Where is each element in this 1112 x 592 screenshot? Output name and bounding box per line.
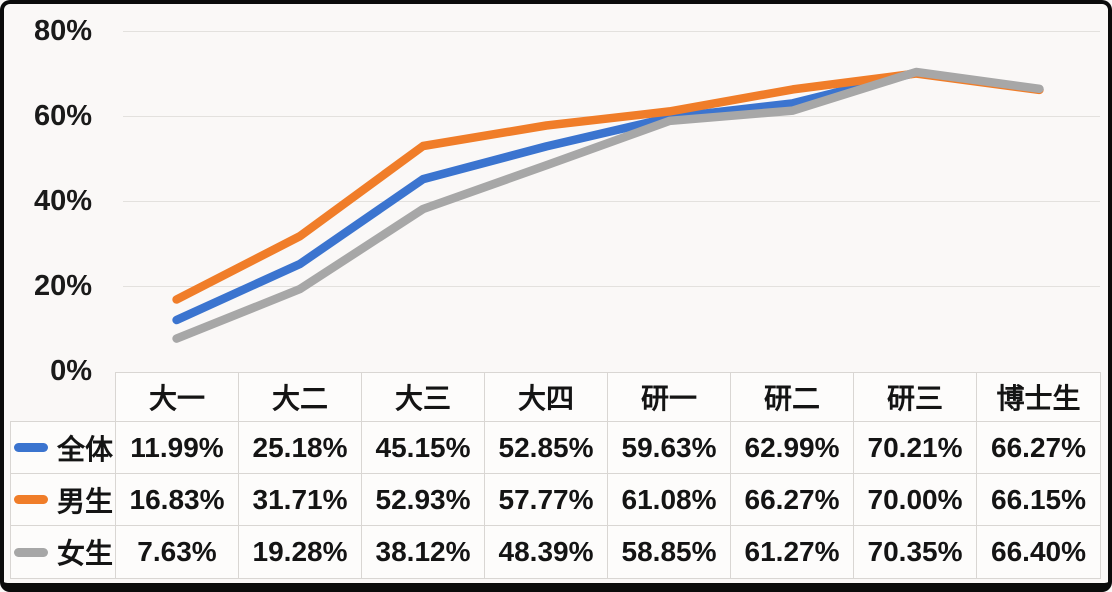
- table-cell: 70.00%: [853, 473, 977, 526]
- column-header: 大三: [361, 372, 485, 422]
- table-cell: 48.39%: [484, 525, 608, 579]
- legend-swatch-gray-icon: [14, 547, 48, 557]
- y-axis-tick-label: 80%: [33, 15, 92, 47]
- table-cell: 45.15%: [361, 421, 485, 474]
- table-cell: 66.27%: [976, 421, 1101, 474]
- series-line-女生: [172, 67, 1044, 343]
- y-axis-tick-label: 0%: [50, 355, 92, 387]
- table-row: 女生 7.63% 19.28% 38.12% 48.39% 58.85% 61.…: [10, 525, 1101, 579]
- table-cell: 66.27%: [730, 473, 854, 526]
- y-axis-tick-label: 20%: [33, 270, 92, 302]
- column-header: 大二: [238, 372, 362, 422]
- table-cell: 70.35%: [853, 525, 977, 579]
- table-row: 男生 16.83% 31.71% 52.93% 57.77% 61.08% 66…: [10, 473, 1101, 526]
- table-header-row: 大一 大二 大三 大四 研一 研二 研三 博士生: [11, 372, 1101, 422]
- series-label-cell: 女生: [10, 525, 116, 579]
- data-table: 大一 大二 大三 大四 研一 研二 研三 博士生 全体 11.99% 25.18…: [10, 372, 1101, 579]
- table-cell: 31.71%: [238, 473, 362, 526]
- table-corner-cell: [11, 373, 116, 422]
- legend-swatch-blue-icon: [14, 443, 48, 452]
- series-label-cell: 全体: [10, 421, 116, 474]
- gridline: [123, 285, 1100, 287]
- table-cell: 52.85%: [484, 421, 608, 474]
- column-header: 大四: [484, 372, 608, 422]
- series-label-cell: 男生: [10, 473, 116, 526]
- table-cell: 61.27%: [730, 525, 854, 579]
- series-label: 全体: [56, 433, 113, 465]
- column-header: 大一: [115, 372, 239, 422]
- column-header: 研三: [853, 372, 977, 422]
- table-cell: 70.21%: [853, 421, 977, 474]
- y-axis-tick-label: 40%: [33, 185, 92, 217]
- table-cell: 11.99%: [115, 421, 239, 474]
- table-row: 全体 11.99% 25.18% 45.15% 52.85% 59.63% 62…: [10, 421, 1101, 474]
- series-line-男生: [172, 69, 1044, 304]
- table-cell: 62.99%: [730, 421, 854, 474]
- table-cell: 57.77%: [484, 473, 608, 526]
- table-cell: 16.83%: [115, 473, 239, 526]
- column-header: 博士生: [976, 372, 1101, 422]
- column-header: 研一: [607, 372, 731, 422]
- series-label: 男生: [56, 485, 113, 517]
- table-cell: 52.93%: [361, 473, 485, 526]
- column-header: 研二: [730, 372, 854, 422]
- series-label: 女生: [56, 538, 113, 569]
- gridline: [123, 200, 1100, 202]
- y-axis-tick-label: 60%: [33, 100, 92, 132]
- gridline: [123, 30, 1100, 32]
- legend-swatch-orange-icon: [14, 495, 48, 504]
- table-cell: 59.63%: [607, 421, 731, 474]
- table-cell: 58.85%: [607, 525, 731, 579]
- table-cell: 19.28%: [238, 525, 362, 579]
- gridline: [123, 115, 1100, 117]
- series-line-全体: [172, 68, 1044, 325]
- table-cell: 66.15%: [976, 473, 1101, 526]
- table-cell: 38.12%: [361, 525, 485, 579]
- table-cell: 7.63%: [115, 525, 239, 579]
- table-cell: 66.40%: [976, 525, 1101, 579]
- table-cell: 25.18%: [238, 421, 362, 474]
- table-cell: 61.08%: [607, 473, 731, 526]
